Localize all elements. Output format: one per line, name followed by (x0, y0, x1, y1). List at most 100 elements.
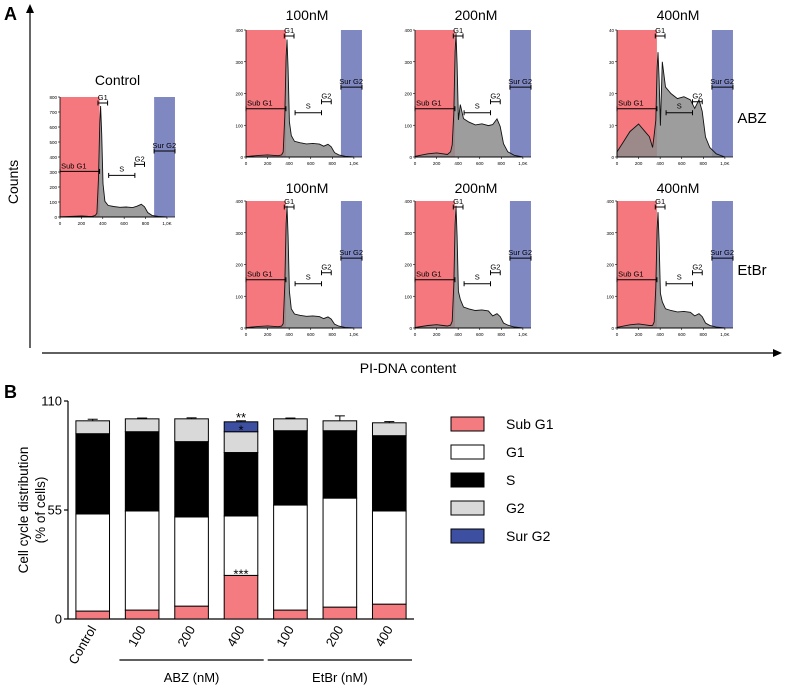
histogram-y-tick-label: 0 (409, 326, 412, 331)
bar-segment-sub-g1 (75, 610, 111, 620)
legend-entry: G2 (506, 500, 525, 516)
subg1-gate-label: Sub G1 (618, 99, 643, 108)
histogram-y-tick-label: 800 (49, 95, 57, 100)
histogram-y-tick-label: 300 (404, 231, 412, 236)
g2-gate-label: G2 (321, 92, 331, 101)
group-label: ABZ (nM) (164, 670, 220, 685)
histogram-y-tick-label: 0 (240, 155, 243, 160)
histogram-x-tick-label: 1,0K (518, 332, 527, 337)
g1-gate-label: G1 (98, 93, 108, 102)
panel-a-label: A (4, 4, 17, 24)
g1-gate-label: G1 (655, 197, 665, 206)
significance-annotation: ** (236, 410, 246, 425)
histogram-x-tick-label: 400 (285, 161, 293, 166)
histogram-y-tick-label: 10 (609, 123, 615, 128)
histogram-y-tick-label: 100 (235, 123, 243, 128)
histogram-x-tick-label: 800 (142, 221, 150, 226)
histogram-x-tick-label: 800 (700, 332, 708, 337)
histogram-x-tick-label: 600 (678, 332, 686, 337)
histogram-x-tick-label: 1,0K (349, 332, 358, 337)
s-gate-label: S (677, 102, 682, 111)
bar-segment-g1 (273, 504, 308, 611)
legend-entry: Sub G1 (506, 416, 554, 432)
histogram-title: 200nM (455, 180, 498, 196)
bar-segment-g1 (371, 510, 407, 605)
histogram-panel-abz100: 100nM 0 100 200 300 400 0 200 400 600 800 1,0K Sub G… (235, 7, 363, 166)
histogram-x-tick-label: 800 (329, 161, 337, 166)
histogram-x-tick-label: 400 (99, 221, 107, 226)
histogram-y-tick-label: 0 (611, 155, 614, 160)
g2-gate-label: G2 (135, 154, 145, 163)
histogram-x-tick-label: 200 (78, 221, 86, 226)
histogram-x-tick-label: 0 (245, 332, 248, 337)
s-gate-label: S (306, 273, 311, 282)
histogram-x-tick-label: 600 (476, 161, 484, 166)
histogram-panel-etbr100: 100nM 0 100 200 300 400 0 200 400 600 800 1,0K Sub G… (235, 180, 363, 337)
legend-swatch (450, 416, 485, 432)
histogram-x-tick-label: 400 (285, 332, 293, 337)
surg2-gate-label: Sur G2 (152, 141, 176, 150)
bar-segment-g2 (322, 420, 358, 432)
counts-axis-arrow (26, 4, 34, 13)
bar-segment-g2 (75, 420, 111, 435)
bar-segment-g1 (322, 497, 358, 608)
histogram-x-tick-label: 600 (476, 332, 484, 337)
histogram-x-tick-label: 800 (329, 332, 337, 337)
bar-y-axis-label-line2: (% of cells) (33, 477, 48, 544)
histogram-x-tick-label: 400 (454, 161, 462, 166)
bar-category-label: 100 (273, 623, 297, 649)
histogram-y-tick-label: 0 (240, 326, 243, 331)
histogram-x-tick-label: 800 (700, 161, 708, 166)
bar-segment-g2 (371, 422, 407, 437)
histogram-x-tick-label: 400 (656, 161, 664, 166)
legend-entry: G1 (506, 444, 525, 460)
histogram-curve (245, 205, 354, 329)
g1-gate-label: G1 (284, 26, 294, 35)
histogram-x-tick-label: 800 (498, 332, 506, 337)
histogram-y-tick-label: 300 (49, 170, 57, 175)
bar-category-label: 400 (224, 623, 248, 649)
bar-y-tick-label: 55 (48, 503, 62, 518)
bar-segment-s (75, 433, 111, 515)
g1-gate-label: G1 (655, 26, 665, 35)
surg2-gate-label: Sur G2 (508, 248, 532, 257)
subg1-gate-region (415, 30, 455, 157)
histogram-x-tick-label: 200 (433, 161, 441, 166)
significance-annotation: * (238, 423, 243, 438)
bar-segment-sub-g1 (124, 609, 160, 620)
s-gate-label: S (677, 273, 682, 282)
histogram-title: Control (95, 72, 140, 88)
subg1-gate-region (246, 201, 286, 328)
histogram-y-tick-label: 100 (404, 123, 412, 128)
legend-swatch (450, 500, 485, 516)
bar-category-label: 200 (323, 623, 347, 649)
bar-y-axis-label-line1: Cell cycle distribution (16, 447, 31, 574)
histogram-x-tick-label: 600 (678, 161, 686, 166)
bar-y-tick-label: 110 (41, 394, 62, 409)
surg2-gate-region (340, 201, 362, 328)
bar-segment-sub-g1 (371, 603, 407, 620)
surg2-gate-region (711, 201, 733, 328)
histogram-x-tick-label: 0 (616, 332, 619, 337)
surg2-gate-region (711, 30, 733, 157)
g2-gate-label: G2 (490, 263, 500, 272)
histogram-y-tick-label: 200 (235, 263, 243, 268)
histogram-title: 400nM (657, 7, 700, 23)
histogram-y-tick-label: 300 (606, 231, 614, 236)
histogram-title: 100nM (286, 180, 329, 196)
dna-axis-label: PI-DNA content (360, 360, 457, 376)
s-gate-label: S (119, 164, 124, 173)
histogram-x-tick-label: 1,0K (720, 161, 729, 166)
histogram-x-tick-label: 1,0K (720, 332, 729, 337)
histogram-y-tick-label: 100 (404, 294, 412, 299)
s-gate-label: S (475, 273, 480, 282)
g1-gate-label: G1 (453, 26, 463, 35)
histogram-y-tick-label: 600 (49, 125, 57, 130)
bar-segment-g1 (174, 516, 209, 607)
subg1-gate-label: Sub G1 (247, 270, 272, 279)
histogram-y-tick-label: 300 (235, 60, 243, 65)
histogram-y-tick-label: 200 (235, 92, 243, 97)
g1-gate-label: G1 (284, 197, 294, 206)
